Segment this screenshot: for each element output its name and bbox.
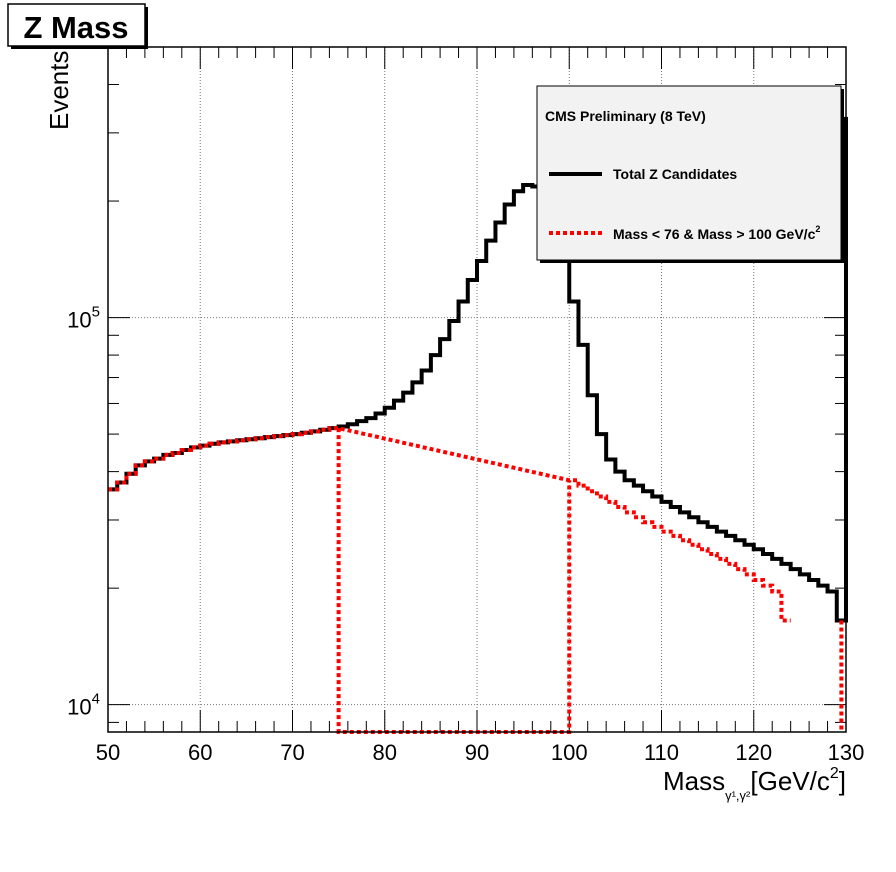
y-tick-label-exponent: 4: [92, 691, 100, 708]
x-tick-label: 60: [188, 740, 212, 765]
y-tick-label-base: 10: [67, 695, 91, 720]
x-tick-label: 100: [551, 740, 588, 765]
legend-label-sideband-text: Mass < 76 & Mass > 100 GeV/c: [613, 226, 816, 242]
legend: CMS Preliminary (8 TeV) Total Z Candidat…: [536, 85, 844, 263]
plot-frame: [107, 46, 847, 733]
x-axis-title-unit: [GeV/c: [750, 766, 829, 796]
title-box-frame: [7, 3, 146, 47]
y-axis-title: Events: [44, 51, 74, 131]
series-layer: [108, 116, 848, 734]
y-tick-label: 105: [67, 304, 100, 333]
x-axis-title-unit-close: ]: [839, 766, 846, 796]
x-axis-title-sub: γ¹,γ²: [725, 788, 751, 803]
legend-label-sideband: Mass < 76 & Mass > 100 GeV/c2: [613, 224, 820, 242]
x-axis-title-main: Mass: [663, 766, 725, 796]
x-tick-label: 130: [828, 740, 865, 765]
y-tick-label-base: 10: [67, 308, 91, 333]
x-axis-title: Massγ¹,γ²[GeV/c2]: [663, 765, 846, 803]
total-z-candidates-line: [108, 116, 848, 623]
y-tick-label-exponent: 5: [92, 304, 100, 321]
y-tick-label: 104: [67, 691, 100, 720]
sideband-line: [108, 426, 791, 623]
legend-header: CMS Preliminary (8 TeV): [545, 108, 706, 124]
chart-title-box: Z Mass: [7, 3, 148, 49]
chart-title: Z Mass: [23, 10, 128, 45]
x-tick-label: 70: [280, 740, 304, 765]
x-tick-label: 80: [373, 740, 397, 765]
sideband-edges: [336, 428, 844, 734]
grid-lines: [108, 47, 846, 732]
x-tick-label: 110: [644, 740, 679, 765]
x-tick-label: 120: [735, 740, 772, 765]
x-axis-title-unit-sup: 2: [830, 765, 839, 782]
legend-label-total: Total Z Candidates: [613, 166, 737, 182]
x-tick-label: 90: [465, 740, 489, 765]
legend-label-sideband-sup: 2: [815, 224, 820, 234]
x-tick-label: 50: [96, 740, 120, 765]
